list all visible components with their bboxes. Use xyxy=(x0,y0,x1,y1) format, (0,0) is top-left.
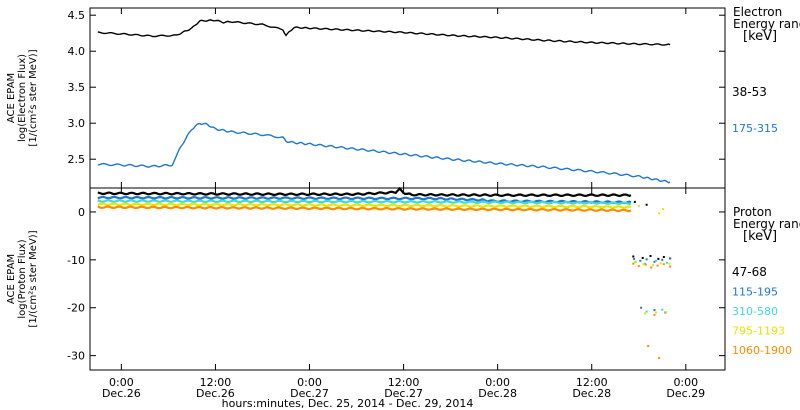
data-point-795-1193 xyxy=(659,262,662,265)
x-tick-time: 0:00 xyxy=(297,376,322,389)
legend-entry: 38-53 xyxy=(732,85,767,99)
legend-title: Energy ranges xyxy=(733,217,800,231)
data-point-1060-1900 xyxy=(647,345,650,348)
y-tick-label: 3.5 xyxy=(68,81,86,94)
data-point-115-195 xyxy=(645,258,648,261)
x-tick-time: 12:00 xyxy=(388,376,420,389)
data-point-47-68 xyxy=(645,203,648,206)
data-point-47-68 xyxy=(632,255,635,258)
legend-entry: 175-315 xyxy=(732,122,778,135)
y-axis-label: [1/(cm²s ster MeV)] xyxy=(28,49,39,146)
data-point-47-68 xyxy=(633,200,636,203)
series-line-310-580 xyxy=(97,199,632,206)
panel-frame xyxy=(89,187,726,371)
legend-title: Energy ranges xyxy=(733,17,800,31)
data-point-115-195 xyxy=(640,306,643,309)
y-tick-label: 4.0 xyxy=(68,45,86,58)
data-point-1060-1900 xyxy=(658,357,661,360)
x-axis-label: hours:minutes, Dec. 25, 2014 - Dec. 29, … xyxy=(222,397,474,410)
legend-entry: 310-580 xyxy=(732,305,778,318)
x-tick-date: Dec.27 xyxy=(384,387,423,400)
legend-entry: 47-68 xyxy=(732,265,767,279)
y-axis-label: [1/(cm²s ster MeV)] xyxy=(28,230,39,327)
data-point-310-580 xyxy=(645,310,648,313)
x-tick-date: Dec.26 xyxy=(196,387,235,400)
data-point-1060-1900 xyxy=(653,313,656,316)
data-point-115-195 xyxy=(653,260,656,263)
legend-title: Proton xyxy=(733,205,772,219)
legend-entry: 795-1193 xyxy=(732,325,785,338)
legend-entry: 115-195 xyxy=(732,286,778,299)
x-tick-time: 0:00 xyxy=(673,376,698,389)
x-tick-date: Dec.28 xyxy=(478,387,517,400)
y-tick-label: 3.0 xyxy=(68,117,86,130)
y-axis-label: log(Electron Flux) xyxy=(17,54,28,142)
x-tick-date: Dec.27 xyxy=(290,387,329,400)
series-line-795-1193 xyxy=(97,202,632,209)
x-tick-date: Dec.29 xyxy=(666,387,705,400)
x-tick-time: 12:00 xyxy=(200,376,232,389)
series-line-175-315 xyxy=(97,122,671,184)
data-point-115-195 xyxy=(669,257,672,260)
x-tick-time: 0:00 xyxy=(485,376,510,389)
data-layer xyxy=(97,19,672,360)
data-point-310-580 xyxy=(665,261,668,264)
legend-title: [keV] xyxy=(743,229,777,244)
data-point-795-1193 xyxy=(662,208,665,211)
y-tick-label: 2.5 xyxy=(68,153,86,166)
data-point-795-1193 xyxy=(637,205,640,208)
data-point-795-1193 xyxy=(644,312,647,315)
y-axis-label: ACE EPAM xyxy=(6,254,17,304)
x-tick-date: Dec.28 xyxy=(572,387,611,400)
frame-layer xyxy=(89,7,726,371)
data-point-47-68 xyxy=(641,256,644,259)
data-point-115-195 xyxy=(633,257,636,260)
y-tick-label: 0 xyxy=(78,206,85,219)
data-point-1060-1900 xyxy=(632,262,635,265)
x-tick-date: Dec.26 xyxy=(102,387,141,400)
series-line-1060-1900 xyxy=(97,205,632,213)
data-point-795-1193 xyxy=(651,264,654,267)
legend-entry: 1060-1900 xyxy=(732,344,792,357)
data-point-310-580 xyxy=(661,308,664,311)
legend-title: Electron xyxy=(733,5,782,19)
data-point-1060-1900 xyxy=(662,263,665,266)
y-tick-label: -30 xyxy=(67,350,85,363)
data-point-47-68 xyxy=(657,257,660,260)
x-tick-time: 0:00 xyxy=(109,376,134,389)
y-axis-label: ACE EPAM xyxy=(6,73,17,123)
y-tick-label: 4.5 xyxy=(68,9,86,22)
y-tick-label: -10 xyxy=(67,254,85,267)
data-point-795-1193 xyxy=(655,311,658,314)
data-point-115-195 xyxy=(639,259,642,262)
data-point-115-195 xyxy=(653,309,656,312)
x-tick-time: 12:00 xyxy=(576,376,608,389)
data-point-1060-1900 xyxy=(637,265,640,268)
data-point-1060-1900 xyxy=(650,266,653,269)
legend-title: [keV] xyxy=(743,29,777,44)
data-point-310-580 xyxy=(655,259,658,262)
data-point-795-1193 xyxy=(633,261,636,264)
data-point-1060-1900 xyxy=(644,263,647,266)
data-point-795-1193 xyxy=(668,262,671,265)
data-point-1060-1900 xyxy=(669,265,672,268)
series-line-47-68 xyxy=(97,186,632,198)
data-point-795-1193 xyxy=(665,311,668,314)
data-point-1060-1900 xyxy=(656,264,659,267)
data-point-115-195 xyxy=(661,258,664,261)
data-point-47-68 xyxy=(649,255,652,258)
series-line-38-53 xyxy=(97,19,671,46)
data-point-47-68 xyxy=(662,255,665,258)
data-point-795-1193 xyxy=(642,263,645,266)
data-point-795-1193 xyxy=(658,212,661,215)
y-tick-label: -20 xyxy=(67,302,85,315)
y-axis-label: log(Proton Flux) xyxy=(17,239,28,318)
